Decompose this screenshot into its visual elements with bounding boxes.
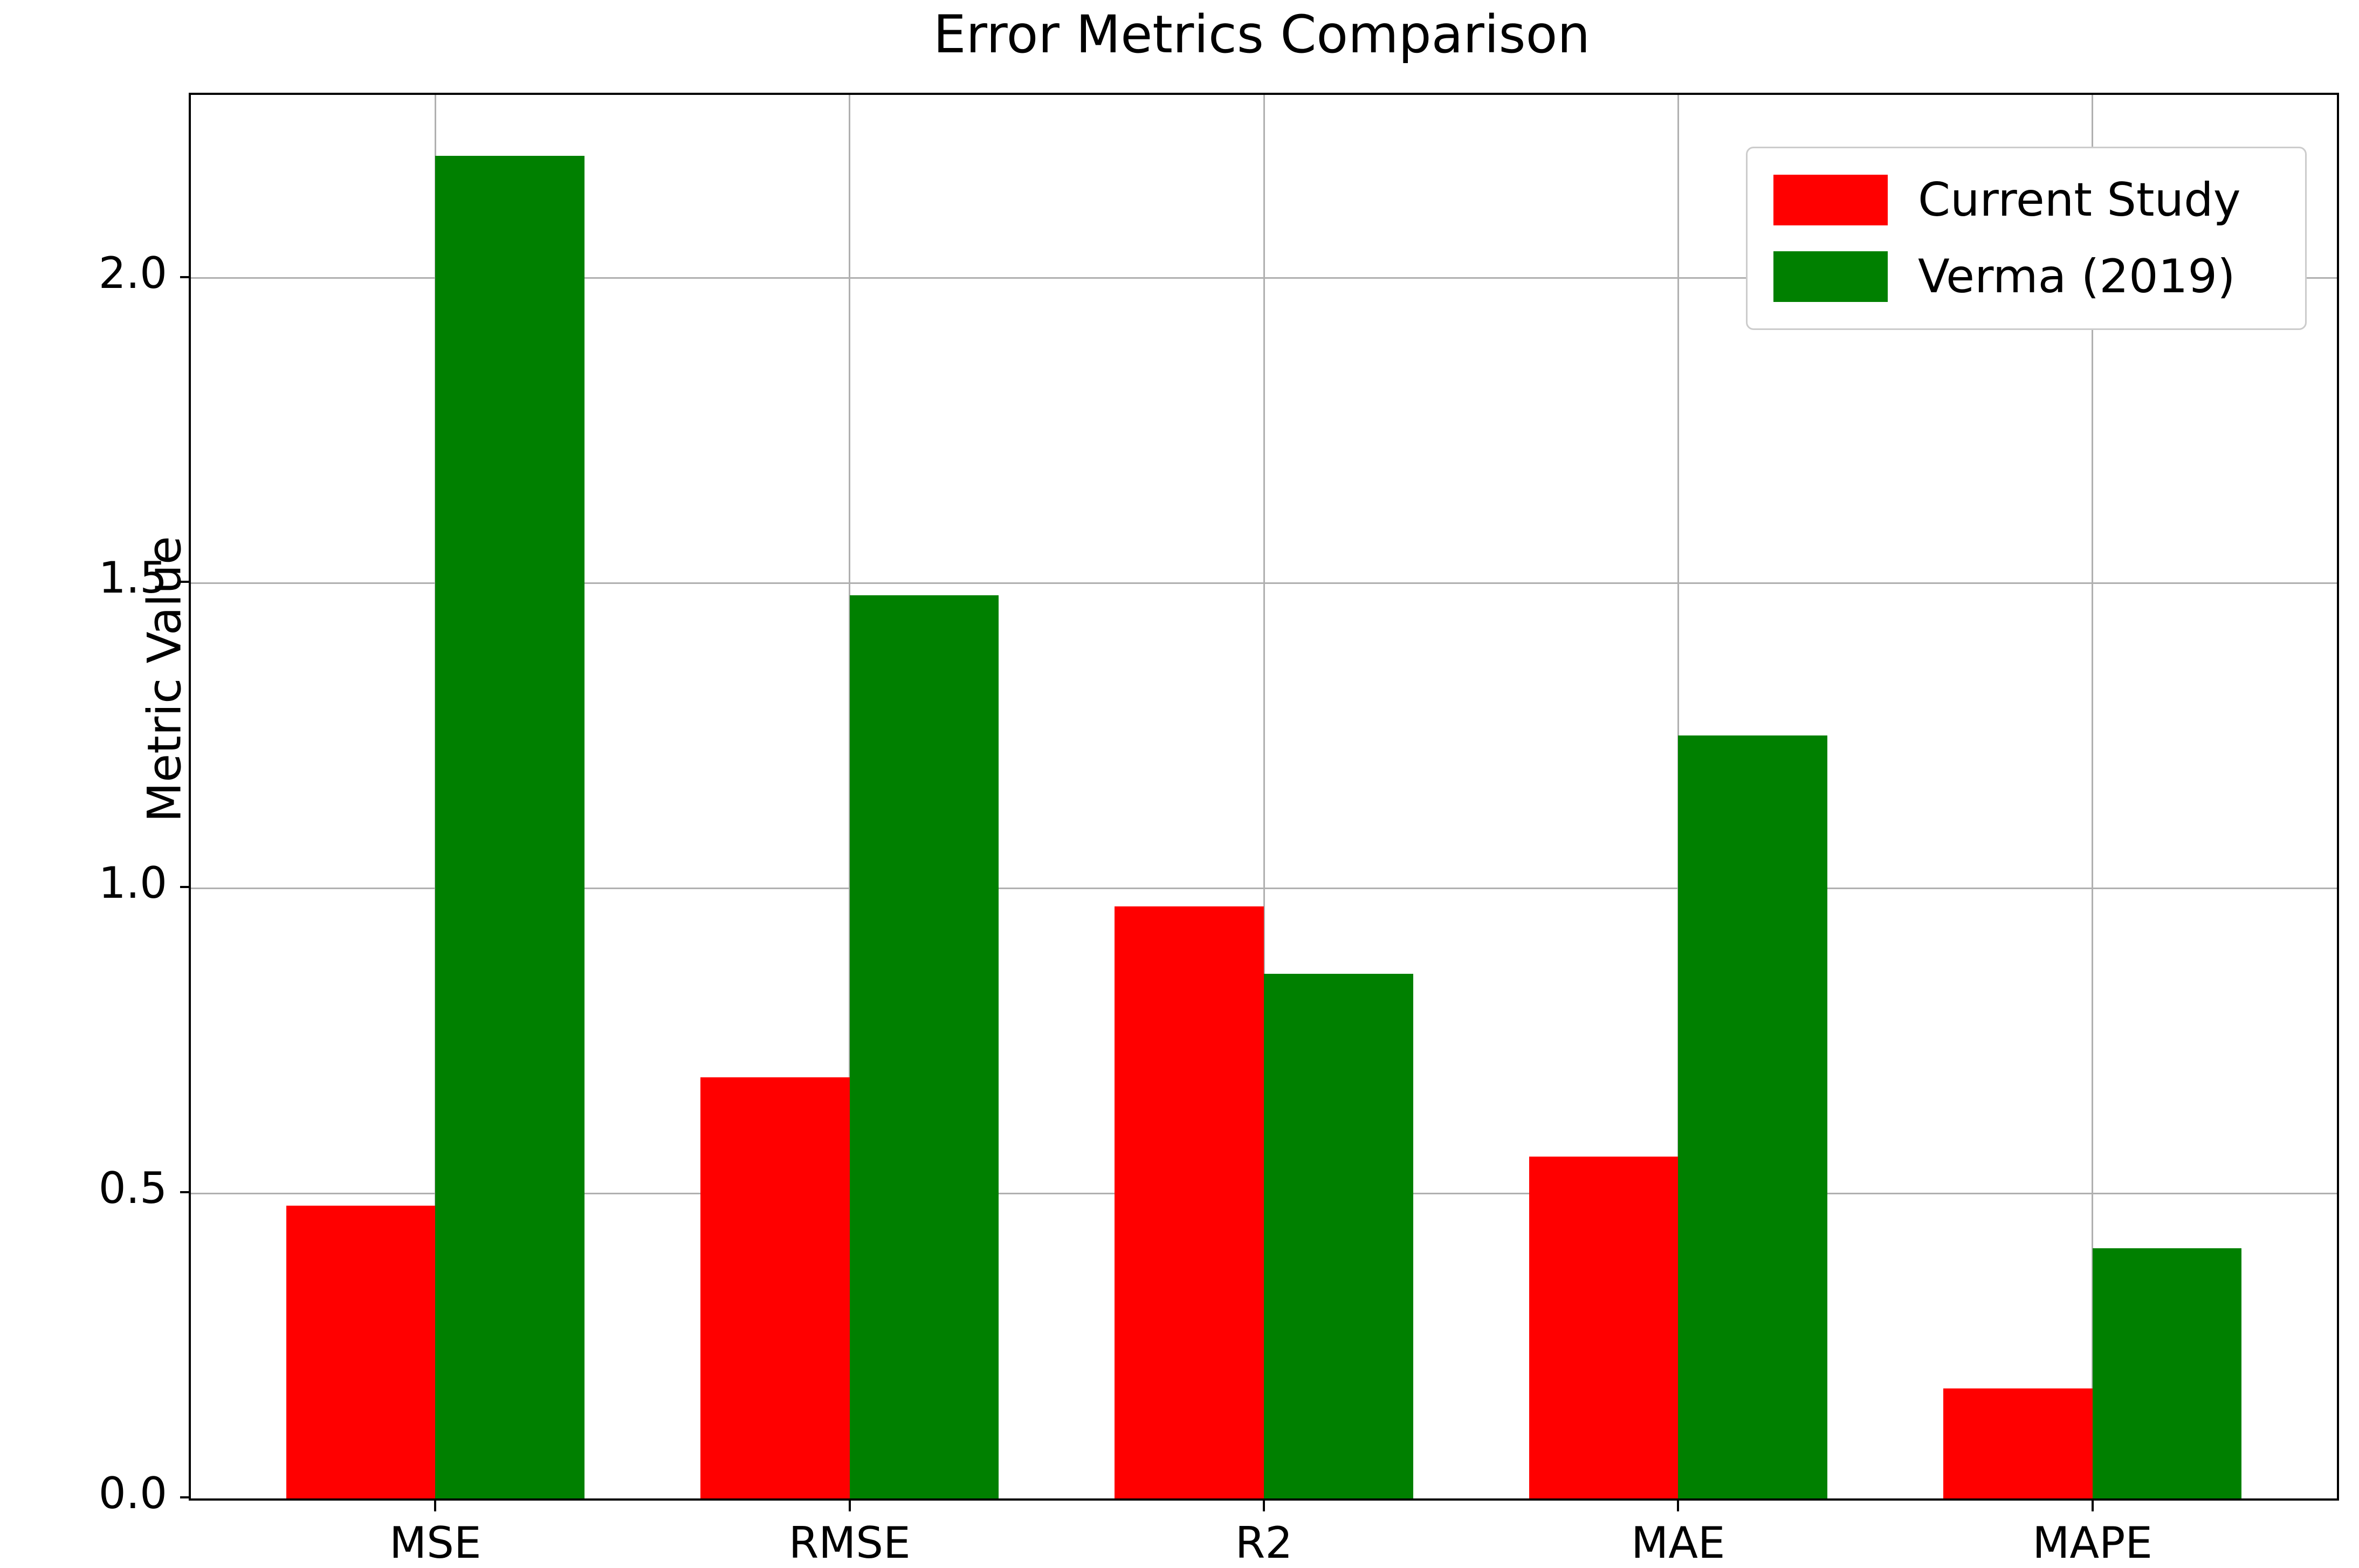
y-tick-label-0.0: 0.0	[98, 1468, 167, 1518]
legend-row-1: Verma (2019)	[1773, 250, 2305, 304]
y-tick-label-1.5: 1.5	[98, 553, 167, 603]
legend-swatch-verma-2019	[1773, 251, 1888, 302]
y-tick-0.0	[180, 1496, 191, 1498]
y-tick-label-0.5: 0.5	[98, 1163, 167, 1214]
gridline-x-mape	[2092, 95, 2094, 1498]
chart-title: Error Metrics Comparison	[933, 4, 1591, 65]
x-tick-label-mape: MAPE	[2032, 1518, 2152, 1568]
bar-current-study-mse	[286, 1205, 436, 1498]
y-tick-1.5	[180, 581, 191, 583]
bar-current-study-mae	[1529, 1157, 1679, 1498]
legend-label-verma-2019: Verma (2019)	[1918, 250, 2236, 304]
x-tick-label-r2: R2	[1235, 1518, 1293, 1568]
y-tick-2.0	[180, 276, 191, 278]
x-tick-label-mae: MAE	[1631, 1518, 1725, 1568]
x-tick-rmse	[848, 1501, 851, 1511]
x-tick-mse	[434, 1501, 437, 1511]
bar-verma-2019-r2	[1264, 973, 1413, 1498]
bar-current-study-r2	[1115, 906, 1264, 1498]
y-tick-1.0	[180, 886, 191, 889]
y-tick-label-1.0: 1.0	[98, 858, 167, 909]
legend-swatch-current-study	[1773, 175, 1888, 225]
legend-label-current-study: Current Study	[1918, 173, 2241, 227]
bar-verma-2019-mae	[1678, 735, 1827, 1498]
y-tick-0.5	[180, 1191, 191, 1194]
gridline-x-r2	[1263, 95, 1265, 1498]
x-tick-mae	[1677, 1501, 1680, 1511]
bar-current-study-rmse	[700, 1077, 850, 1498]
legend-row-0: Current Study	[1773, 173, 2305, 227]
x-tick-mape	[2091, 1501, 2094, 1511]
bar-verma-2019-rmse	[849, 595, 999, 1498]
bar-verma-2019-mape	[2092, 1248, 2242, 1498]
x-tick-r2	[1263, 1501, 1265, 1511]
x-tick-label-mse: MSE	[389, 1518, 482, 1568]
x-tick-label-rmse: RMSE	[788, 1518, 911, 1568]
y-tick-label-2.0: 2.0	[98, 247, 167, 298]
bar-current-study-mape	[1943, 1388, 2093, 1498]
legend: Current Study Verma (2019)	[1746, 147, 2307, 330]
bar-verma-2019-mse	[435, 156, 584, 1498]
